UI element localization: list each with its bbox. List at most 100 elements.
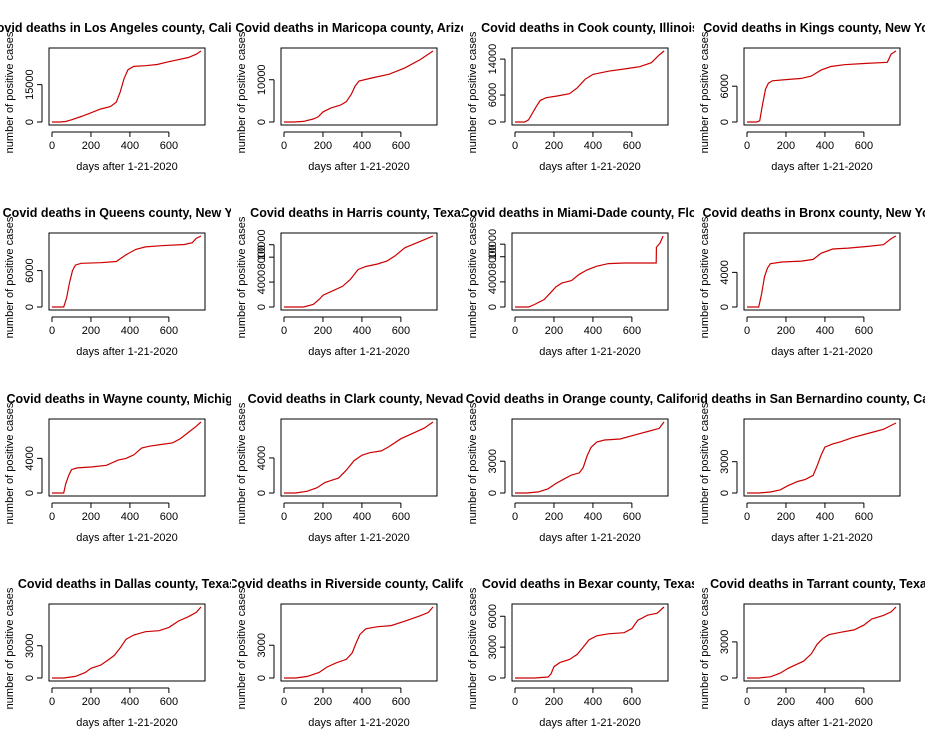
x-tick-label: 0: [512, 325, 518, 337]
y-tick-label: 10000: [256, 64, 268, 95]
x-axis-label: days after 1-21-2020: [76, 717, 178, 729]
y-tick-label: 0: [24, 304, 36, 310]
chart-title: Covid deaths in Tarrant county, Texas: [710, 577, 925, 591]
x-axis: 0 200 400 600: [49, 687, 178, 708]
y-axis-label: number of positive cases: [236, 587, 248, 709]
panel: Covid deaths in Bexar county, Texas 0 200 4…: [467, 577, 694, 729]
y-tick-label: 4000: [24, 446, 36, 470]
x-tick-label: 600: [855, 140, 873, 152]
y-tick-label: 3000: [487, 449, 499, 473]
x-tick-label: 0: [281, 511, 287, 523]
y-axis: 0 3000: [719, 449, 738, 496]
y-axis: 0 6000: [719, 74, 738, 125]
x-tick-label: 200: [314, 696, 332, 708]
x-tick-label: 200: [82, 325, 100, 337]
x-tick-label: 400: [353, 511, 371, 523]
y-tick-label: 14000: [487, 44, 499, 75]
plot-frame: [48, 418, 206, 497]
x-tick-label: 200: [314, 325, 332, 337]
y-axis-label: number of positive cases: [236, 216, 248, 338]
x-axis-label: days after 1-21-2020: [308, 532, 410, 544]
plot-frame: [48, 232, 206, 311]
series-line: [515, 235, 664, 308]
x-axis-label: days after 1-21-2020: [539, 717, 641, 729]
y-tick-label: 0: [487, 490, 499, 496]
x-tick-label: 400: [584, 511, 602, 523]
x-axis-label: days after 1-21-2020: [308, 717, 410, 729]
y-axis: 0 15000: [24, 69, 43, 125]
y-axis-label: number of positive cases: [4, 402, 16, 524]
x-axis: 0 200 400 600: [281, 687, 410, 708]
y-axis-label: number of positive cases: [699, 31, 711, 153]
x-axis-label: days after 1-21-2020: [539, 161, 641, 173]
x-axis-label: days after 1-21-2020: [771, 532, 873, 544]
y-axis-label: number of positive cases: [699, 587, 711, 709]
y-tick-label: 4000: [487, 270, 499, 294]
y-tick-label: 0: [487, 119, 499, 125]
y-tick-label: 3000: [719, 449, 731, 473]
chart-title: Covid deaths in Miami-Dade county, Flori…: [461, 206, 721, 220]
x-tick-label: 600: [392, 140, 410, 152]
panel: Covid deaths in Kings county, New York 0 2…: [699, 21, 925, 173]
y-tick-label: 0: [24, 490, 36, 496]
panel: Covid deaths in Queens county, New York 0…: [3, 206, 231, 358]
chart-title: Covid deaths in Kings county, New York: [703, 21, 925, 35]
plot-frame: [511, 603, 669, 682]
plot-frame: [280, 47, 438, 126]
y-axis-label: number of positive cases: [699, 402, 711, 524]
y-tick-label: 0: [256, 119, 268, 125]
y-axis-label: number of positive cases: [467, 31, 479, 153]
series-line: [284, 606, 434, 679]
y-tick-label: 6000: [487, 83, 499, 107]
y-axis: 0 3000: [24, 633, 43, 681]
x-tick-label: 0: [744, 696, 750, 708]
x-tick-label: 400: [353, 140, 371, 152]
x-tick-label: 0: [744, 511, 750, 523]
series-line: [747, 606, 897, 679]
y-tick-label: 6000: [719, 74, 731, 98]
chart-title: Covid deaths in Orange county, Californi…: [466, 392, 715, 406]
series-line: [747, 50, 897, 123]
y-axis-label: number of positive cases: [467, 587, 479, 709]
chart-title: Covid deaths in Dallas county, Texas: [18, 577, 236, 591]
series-line: [52, 235, 202, 308]
x-tick-label: 200: [545, 511, 563, 523]
panel: Covid deaths in Bronx county, New York 0 2…: [699, 206, 925, 358]
y-tick-label: 0: [256, 304, 268, 310]
chart-title: Covid deaths in Cook county, Illinois: [481, 21, 699, 35]
y-axis-label: number of positive cases: [4, 587, 16, 709]
y-tick-label: 10000: [487, 229, 499, 260]
y-axis-label: number of positive cases: [236, 402, 248, 524]
y-axis: 0 4000: [719, 260, 738, 310]
x-tick-label: 600: [160, 325, 178, 337]
panel: Covid deaths in Harris county, Texas 0 200…: [236, 206, 463, 358]
y-axis: 0 3000: [256, 633, 275, 681]
x-tick-label: 400: [353, 696, 371, 708]
x-tick-label: 200: [545, 325, 563, 337]
panel: Covid deaths in Dallas county, Texas 0 200…: [4, 577, 236, 729]
x-tick-label: 600: [623, 140, 641, 152]
chart-title: Covid deaths in Riverside county, Califo…: [229, 577, 491, 591]
x-axis: 0 200 400 600: [49, 502, 178, 523]
series-line: [515, 50, 665, 123]
x-tick-label: 0: [49, 140, 55, 152]
x-tick-label: 200: [82, 511, 100, 523]
x-tick-label: 0: [49, 696, 55, 708]
x-axis-label: days after 1-21-2020: [771, 346, 873, 358]
chart-title: Covid deaths in Clark county, Nevada: [248, 392, 472, 406]
plot-frame: [280, 232, 438, 311]
x-axis-label: days after 1-21-2020: [76, 346, 178, 358]
series-line: [747, 422, 897, 494]
y-tick-label: 4000: [256, 446, 268, 470]
x-tick-label: 400: [584, 140, 602, 152]
y-tick-label: 3000: [719, 630, 731, 654]
plot-frame: [511, 232, 669, 311]
x-tick-label: 600: [160, 140, 178, 152]
y-axis-label: number of positive cases: [4, 216, 16, 338]
x-tick-label: 200: [777, 140, 795, 152]
y-axis: 0 3000: [719, 630, 738, 681]
plot-frame: [48, 603, 206, 682]
plot-frame: [743, 47, 901, 126]
y-tick-label: 4000: [719, 260, 731, 284]
